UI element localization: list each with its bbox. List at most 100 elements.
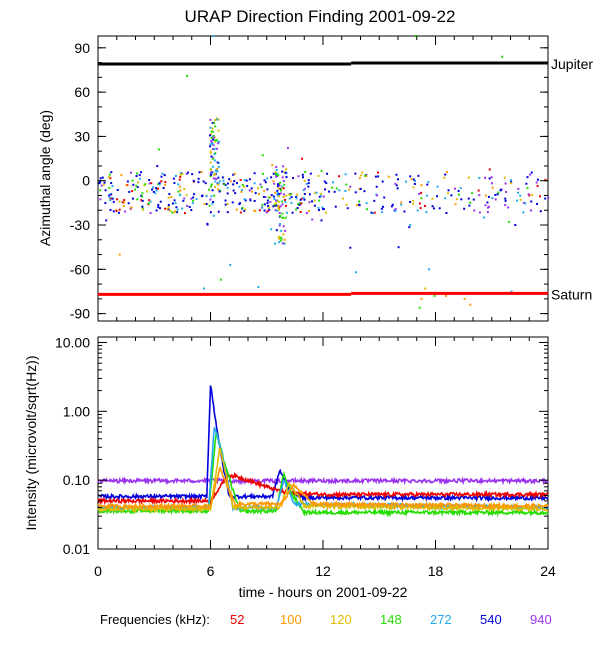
- azimuth-point-52: [239, 211, 242, 214]
- azimuth-point-540: [445, 211, 448, 214]
- azimuth-point-540: [263, 203, 266, 206]
- azimuth-point-100: [420, 297, 423, 300]
- azimuth-point-100: [274, 191, 277, 194]
- azimuth-point-540: [278, 192, 281, 195]
- azimuth-point-272: [217, 165, 220, 168]
- azimuth-point-540: [231, 201, 234, 204]
- azimuth-point-540: [191, 173, 194, 176]
- azimuth-point-540: [197, 181, 200, 184]
- intensity-y-tick-label: 10.00: [55, 334, 90, 350]
- azimuth-point-540: [243, 209, 246, 212]
- azimuth-point-120: [325, 211, 328, 214]
- azimuth-point-272: [276, 192, 279, 195]
- azimuth-point-540: [291, 211, 294, 214]
- azimuth-point-540: [270, 176, 273, 179]
- azimuth-point-100: [178, 185, 181, 188]
- azimuth-point-148: [186, 74, 189, 77]
- azimuth-point-120: [102, 183, 105, 186]
- azimuth-point-540: [266, 188, 269, 191]
- azimuth-y-label: Azimuthal angle (deg): [37, 110, 53, 246]
- azimuth-point-540: [182, 199, 185, 202]
- azimuth-point-940: [215, 147, 218, 150]
- azimuth-point-120: [173, 211, 176, 214]
- azimuth-point-540: [109, 208, 112, 211]
- azimuth-point-940: [212, 177, 215, 180]
- azimuth-point-52: [373, 211, 376, 214]
- azimuth-point-52: [284, 204, 287, 207]
- azimuth-point-120: [455, 198, 458, 201]
- azimuth-point-940: [183, 197, 186, 200]
- azimuth-point-940: [305, 212, 308, 215]
- azimuth-point-540: [408, 226, 411, 229]
- azimuth-point-120: [277, 187, 280, 190]
- azimuth-point-120: [283, 171, 286, 174]
- azimuth-point-540: [104, 189, 107, 192]
- azimuth-point-120: [282, 233, 285, 236]
- azimuth-point-540: [413, 182, 416, 185]
- azimuth-point-540: [463, 207, 466, 210]
- azimuth-point-540: [232, 183, 235, 186]
- azimuth-point-100: [200, 171, 203, 174]
- intensity-series-540: [97, 385, 549, 503]
- azimuth-point-120: [217, 183, 220, 186]
- azimuth-point-540: [192, 196, 195, 199]
- azimuth-point-272: [278, 241, 281, 244]
- azimuth-point-540: [390, 205, 393, 208]
- azimuth-point-148: [279, 236, 282, 239]
- azimuth-point-272: [213, 153, 216, 156]
- azimuth-point-540: [472, 198, 475, 201]
- x-tick-label: 12: [315, 563, 331, 579]
- azimuth-point-148: [108, 186, 111, 189]
- azimuth-point-540: [224, 203, 227, 206]
- azimuth-point-272: [203, 287, 205, 290]
- azimuth-point-540: [249, 199, 252, 202]
- azimuth-point-100: [484, 194, 487, 197]
- azimuth-point-120: [531, 193, 534, 196]
- azimuth-point-52: [477, 189, 480, 192]
- azimuth-point-540: [206, 222, 209, 225]
- azimuth-point-540: [494, 193, 497, 196]
- azimuth-point-940: [124, 210, 127, 213]
- azimuth-point-940: [418, 192, 421, 195]
- azimuth-point-940: [322, 195, 325, 198]
- azimuth-point-120: [268, 206, 271, 209]
- azimuth-point-940: [478, 194, 481, 197]
- azimuth-point-148: [171, 211, 174, 214]
- azimuth-point-272: [217, 140, 220, 143]
- azimuth-point-540: [270, 194, 273, 197]
- azimuth-point-540: [514, 224, 517, 227]
- azimuth-point-540: [152, 190, 155, 193]
- azimuth-point-272: [365, 202, 368, 205]
- intensity-series: [97, 385, 549, 518]
- azimuth-point-148: [281, 200, 284, 203]
- azimuth-point-272: [274, 242, 277, 245]
- azimuth-point-120: [274, 171, 277, 174]
- azimuth-point-272: [111, 185, 114, 188]
- azimuth-point-540: [307, 179, 310, 182]
- azimuth-point-272: [179, 172, 182, 175]
- azimuth-point-540: [173, 199, 176, 202]
- intensity-series-120: [97, 447, 549, 514]
- azimuth-point-272: [211, 172, 214, 175]
- azimuth-point-540: [221, 176, 224, 179]
- azimuth-point-148: [345, 183, 348, 186]
- azimuth-point-540: [98, 182, 101, 185]
- azimuth-point-272: [416, 209, 419, 212]
- azimuth-point-120: [412, 186, 415, 189]
- azimuth-point-148: [469, 201, 472, 204]
- azimuth-point-120: [314, 192, 317, 195]
- intensity-panel: 10.00 1.00 0.10 0.01 0 6 12 18 24 Intensity (mi…: [23, 334, 556, 579]
- azimuth-point-148: [284, 216, 287, 219]
- azimuth-point-540: [309, 172, 312, 175]
- azimuth-point-540: [216, 161, 219, 164]
- azimuth-point-52: [109, 177, 112, 180]
- azimuth-point-940: [490, 182, 493, 185]
- azimuth-point-540: [496, 193, 499, 196]
- azimuth-point-940: [129, 207, 132, 210]
- azimuth-point-540: [132, 183, 135, 186]
- azimuth-point-148: [157, 148, 160, 151]
- azimuth-point-272: [174, 202, 177, 205]
- azimuth-point-148: [208, 188, 211, 191]
- azimuth-point-540: [323, 180, 326, 183]
- azimuth-point-120: [210, 133, 213, 136]
